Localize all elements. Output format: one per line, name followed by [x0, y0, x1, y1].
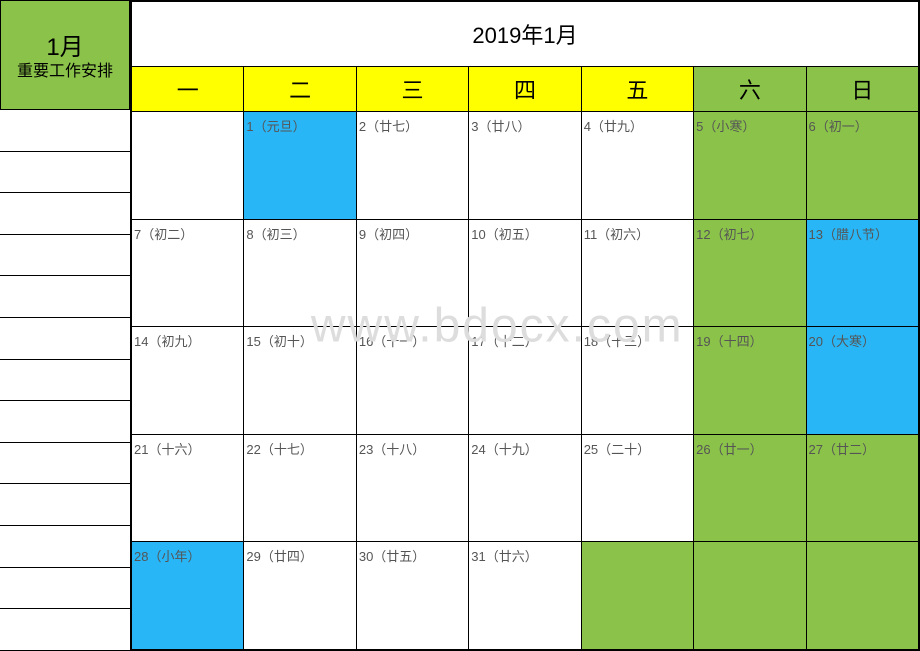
sidebar-note-line: [0, 152, 130, 194]
weekday-header: 四: [469, 67, 581, 111]
day-cell: [694, 542, 806, 649]
sidebar-note-line: [0, 609, 130, 651]
sidebar-subtitle: 重要工作安排: [17, 62, 113, 83]
weekday-header: 二: [244, 67, 356, 111]
weekday-header: 日: [807, 67, 918, 111]
sidebar-note-line: [0, 526, 130, 568]
week-row: 21（十六）22（十七）23（十八）24（十九）25（二十）26（廿一）27（廿…: [132, 435, 918, 543]
day-cell: 18（十三）: [582, 327, 694, 434]
day-cell: 3（廿八）: [469, 112, 581, 219]
calendar-grid: 1（元旦）2（廿七）3（廿八）4（廿九）5（小寒）6（初一）7（初二）8（初三）…: [132, 112, 918, 649]
day-cell: 2（廿七）: [357, 112, 469, 219]
sidebar-note-line: [0, 484, 130, 526]
day-cell: 12（初七）: [694, 220, 806, 327]
day-cell: 27（廿二）: [807, 435, 918, 542]
weekday-header-row: 一二三四五六日: [132, 67, 918, 112]
sidebar-note-line: [0, 360, 130, 402]
day-cell: 23（十八）: [357, 435, 469, 542]
sidebar-note-line: [0, 193, 130, 235]
sidebar-note-line: [0, 318, 130, 360]
day-cell: [807, 542, 918, 649]
day-cell: 1（元旦）: [244, 112, 356, 219]
day-cell: 24（十九）: [469, 435, 581, 542]
calendar-container: 1月 重要工作安排 2019年1月 一二三四五六日 1（元旦）2（廿七）3（廿八…: [0, 0, 920, 651]
week-row: 1（元旦）2（廿七）3（廿八）4（廿九）5（小寒）6（初一）: [132, 112, 918, 220]
day-cell: 22（十七）: [244, 435, 356, 542]
day-cell: 16（十一）: [357, 327, 469, 434]
day-cell: 9（初四）: [357, 220, 469, 327]
day-cell: 15（初十）: [244, 327, 356, 434]
sidebar-month: 1月: [46, 27, 83, 62]
day-cell: 11（初六）: [582, 220, 694, 327]
day-cell: 5（小寒）: [694, 112, 806, 219]
day-cell: 21（十六）: [132, 435, 244, 542]
weekday-header: 五: [582, 67, 694, 111]
day-cell: 4（廿九）: [582, 112, 694, 219]
day-cell: 29（廿四）: [244, 542, 356, 649]
day-cell: 8（初三）: [244, 220, 356, 327]
day-cell: [132, 112, 244, 219]
week-row: 14（初九）15（初十）16（十一）17（十二）18（十三）19（十四）20（大…: [132, 327, 918, 435]
weekday-header: 六: [694, 67, 806, 111]
day-cell: 26（廿一）: [694, 435, 806, 542]
day-cell: 25（二十）: [582, 435, 694, 542]
day-cell: 20（大寒）: [807, 327, 918, 434]
day-cell: 14（初九）: [132, 327, 244, 434]
sidebar-notes-area: [0, 110, 130, 651]
sidebar-note-line: [0, 276, 130, 318]
weekday-header: 一: [132, 67, 244, 111]
week-row: 7（初二）8（初三）9（初四）10（初五）11（初六）12（初七）13（腊八节）: [132, 220, 918, 328]
day-cell: 17（十二）: [469, 327, 581, 434]
sidebar-note-line: [0, 401, 130, 443]
day-cell: 6（初一）: [807, 112, 918, 219]
sidebar-note-line: [0, 235, 130, 277]
sidebar-header: 1月 重要工作安排: [0, 0, 130, 110]
sidebar-note-line: [0, 568, 130, 610]
day-cell: 31（廿六）: [469, 542, 581, 649]
sidebar-note-line: [0, 110, 130, 152]
weekday-header: 三: [357, 67, 469, 111]
week-row: 28（小年）29（廿四）30（廿五）31（廿六）: [132, 542, 918, 649]
day-cell: 7（初二）: [132, 220, 244, 327]
day-cell: 10（初五）: [469, 220, 581, 327]
calendar-title: 2019年1月: [132, 2, 918, 67]
day-cell: 30（廿五）: [357, 542, 469, 649]
day-cell: 13（腊八节）: [807, 220, 918, 327]
day-cell: [582, 542, 694, 649]
sidebar: 1月 重要工作安排: [0, 0, 130, 651]
calendar-main: 2019年1月 一二三四五六日 1（元旦）2（廿七）3（廿八）4（廿九）5（小寒…: [130, 0, 920, 651]
sidebar-note-line: [0, 443, 130, 485]
day-cell: 28（小年）: [132, 542, 244, 649]
day-cell: 19（十四）: [694, 327, 806, 434]
